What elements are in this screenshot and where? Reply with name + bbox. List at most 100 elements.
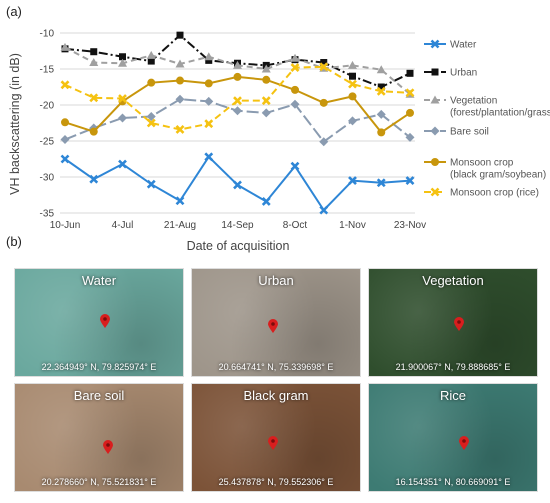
data-point	[319, 62, 329, 72]
data-point	[146, 118, 156, 128]
data-point	[146, 112, 156, 122]
data-point	[376, 65, 386, 74]
data-point	[376, 86, 386, 96]
tile-bare-soil: Bare soil 20.278660° N, 75.521831° E	[14, 383, 184, 492]
tile-title: Rice	[439, 388, 466, 403]
y-tick-label: -30	[40, 173, 55, 184]
y-tick-label: -35	[40, 209, 55, 220]
data-point	[348, 79, 357, 89]
legend-label: Vegetation	[450, 96, 497, 107]
legend-label: (forest/plantation/grass)	[450, 108, 550, 119]
x-tick-label: 8-Oct	[283, 220, 308, 231]
data-point	[290, 53, 300, 62]
data-point	[405, 176, 415, 186]
data-point	[118, 58, 127, 67]
series-line	[64, 46, 411, 95]
data-point	[204, 52, 214, 61]
data-point	[290, 63, 300, 72]
data-point	[406, 108, 414, 117]
data-point	[320, 59, 328, 67]
series-monsoon-crop-black-gram-soybean	[61, 72, 414, 137]
data-point	[319, 98, 328, 107]
data-point	[204, 152, 214, 162]
data-point	[233, 180, 242, 190]
x-tick-label: 1-Nov	[339, 220, 366, 231]
tile-vegetation: Vegetation 21.900067° N, 79.888685° E	[368, 268, 538, 377]
data-point	[291, 85, 299, 94]
data-point	[89, 93, 99, 103]
x-tick-label: 14-Sep	[221, 220, 254, 231]
data-point	[319, 205, 329, 215]
data-point	[348, 116, 357, 126]
x-tick-label: 21-Aug	[164, 220, 196, 231]
legend-label: Monsoon crop (rice)	[450, 188, 539, 199]
data-point	[377, 83, 385, 91]
location-pin-icon	[100, 314, 110, 328]
panel-label-b: (b)	[6, 234, 22, 249]
data-point	[376, 178, 386, 188]
data-point	[118, 159, 127, 169]
data-point	[118, 113, 127, 123]
data-point	[233, 106, 242, 116]
data-point	[319, 137, 329, 147]
tile-urban: Urban 20.664741° N, 75.339698° E	[191, 268, 361, 377]
series-water	[60, 152, 415, 215]
location-pin-icon	[459, 436, 469, 450]
data-point	[60, 42, 70, 51]
data-point	[430, 95, 440, 104]
y-tick-label: -10	[40, 29, 55, 40]
data-point	[261, 64, 271, 73]
tile-coordinates: 20.664741° N, 75.339698° E	[218, 362, 334, 372]
x-tick-label: 10-Jun	[50, 220, 81, 231]
series-bare-soil	[60, 94, 415, 147]
data-point	[147, 57, 155, 65]
data-point	[262, 75, 271, 84]
legend-label: Monsoon crop	[450, 158, 514, 169]
data-point	[430, 39, 440, 49]
tile-title: Vegetation	[422, 273, 484, 288]
series-line	[64, 98, 411, 144]
data-point	[175, 94, 185, 104]
data-point	[176, 76, 184, 85]
data-point	[405, 88, 415, 98]
data-point	[60, 80, 70, 90]
data-point	[89, 127, 98, 136]
data-point	[175, 125, 185, 134]
data-point	[205, 56, 213, 64]
data-point	[430, 187, 440, 197]
tile-title: Urban	[258, 273, 294, 288]
data-point	[233, 96, 242, 106]
data-point	[204, 119, 214, 129]
data-point	[349, 72, 356, 80]
data-point	[261, 197, 271, 206]
data-point	[204, 96, 214, 106]
y-axis-title: VH backscattering (in dB)	[8, 53, 22, 195]
tile-rice: Rice 16.154351° N, 80.669091° E	[368, 383, 538, 492]
x-tick-label: 4-Jul	[112, 220, 134, 231]
data-point	[376, 109, 386, 119]
tile-title: Black gram	[243, 388, 309, 403]
series-group	[60, 31, 415, 215]
location-pin-icon	[454, 317, 464, 331]
satellite-image-grid: Water 22.364949° N, 79.825974° E Urban 20.6…	[14, 268, 538, 500]
legend-label: Bare soil	[450, 127, 489, 138]
y-tick-label: -15	[40, 65, 55, 76]
tile-coordinates: 20.278660° N, 75.521831° E	[41, 477, 157, 487]
tile-water: Water 22.364949° N, 79.825974° E	[14, 268, 184, 377]
tile-title: Water	[81, 273, 117, 288]
data-point	[233, 72, 242, 81]
series-vegetation-forest-plantation-grass	[60, 42, 415, 98]
y-ticks: -10 -15 -20 -25 -30 -35	[40, 29, 55, 220]
data-point	[431, 158, 439, 166]
legend-label: Water	[450, 40, 477, 51]
data-point	[348, 176, 357, 186]
data-point	[146, 179, 156, 189]
data-point	[204, 79, 213, 88]
location-pin-icon	[103, 440, 113, 454]
data-point	[261, 96, 271, 106]
data-point	[89, 58, 99, 67]
data-point	[377, 128, 386, 137]
data-point	[119, 53, 126, 61]
x-tick-label: 23-Nov	[394, 220, 426, 231]
tile-title: Bare soil	[73, 388, 125, 403]
